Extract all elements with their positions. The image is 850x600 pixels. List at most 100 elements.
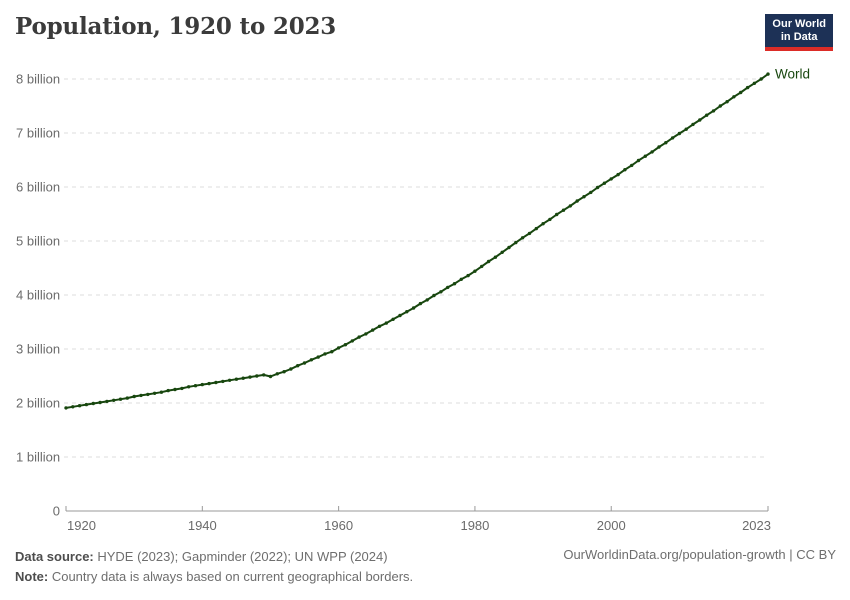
data-point-marker	[241, 376, 245, 380]
data-point-marker	[446, 285, 450, 290]
data-point-marker	[759, 77, 763, 81]
data-point-marker	[636, 158, 641, 163]
data-point-marker	[473, 269, 477, 273]
footer-sources: Data source: HYDE (2023); Gapminder (202…	[15, 547, 413, 586]
data-point-marker	[193, 384, 198, 388]
data-point-marker	[718, 104, 722, 108]
data-point-marker	[732, 95, 736, 99]
data-point-marker	[398, 313, 402, 318]
data-point-marker	[77, 404, 82, 408]
data-point-marker	[316, 355, 320, 359]
data-point-marker	[520, 236, 525, 240]
data-point-marker	[187, 385, 191, 389]
data-point-marker	[650, 150, 654, 154]
data-point-marker	[364, 332, 368, 336]
data-point-marker	[534, 226, 538, 231]
data-point-marker	[657, 145, 661, 149]
data-point-marker	[98, 400, 102, 405]
data-point-marker	[411, 306, 416, 310]
data-point-marker	[323, 352, 327, 356]
data-point-marker	[630, 163, 634, 168]
y-axis-tick-label: 5 billion	[16, 234, 60, 249]
data-source-label: Data source:	[15, 549, 94, 564]
data-point-marker	[705, 113, 709, 117]
footer-link[interactable]: OurWorldinData.org/population-growth | C…	[563, 547, 836, 562]
data-point-marker	[595, 185, 600, 190]
data-point-marker	[548, 217, 552, 222]
data-point-marker	[234, 377, 239, 381]
data-point-marker	[493, 255, 498, 259]
data-point-marker	[275, 372, 279, 376]
data-point-marker	[262, 373, 266, 377]
data-point-marker	[146, 392, 150, 397]
y-axis-tick-label: 7 billion	[16, 126, 60, 141]
data-point-marker	[766, 72, 770, 76]
data-point-marker	[166, 388, 170, 393]
data-point-marker	[302, 361, 307, 365]
data-point-marker	[568, 204, 572, 208]
data-point-marker	[425, 298, 429, 302]
data-point-marker	[561, 208, 566, 212]
data-point-marker	[289, 367, 293, 371]
y-axis: 0 1 billion 2 billion 3 billion 4 billion 5 b…	[16, 72, 60, 519]
data-point-marker	[350, 339, 354, 343]
y-axis-tick-label: 4 billion	[16, 288, 60, 303]
data-point-marker	[507, 245, 511, 250]
x-axis-tick-label: 1940	[188, 518, 217, 533]
data-point-marker	[255, 374, 259, 378]
data-point-marker	[418, 301, 423, 306]
series-label-world[interactable]: World	[775, 67, 810, 82]
x-axis-tick-label: 1980	[460, 518, 489, 533]
data-point-marker	[71, 405, 75, 409]
data-point-marker	[384, 321, 388, 325]
y-axis-tick-label: 0	[53, 504, 60, 519]
data-point-marker	[357, 335, 361, 339]
data-point-marker	[500, 250, 504, 254]
data-point-marker	[643, 154, 647, 158]
data-point-marker	[466, 273, 470, 278]
data-point-marker	[371, 328, 375, 332]
y-axis-tick-label: 6 billion	[16, 180, 60, 195]
data-source-text: HYDE (2023); Gapminder (2022); UN WPP (2…	[93, 549, 388, 564]
data-point-marker	[282, 370, 286, 374]
data-point-marker	[207, 381, 211, 386]
data-point-marker	[125, 396, 129, 400]
data-point-marker	[698, 118, 702, 122]
data-point-marker	[664, 141, 668, 145]
data-point-marker	[309, 358, 314, 362]
data-point-marker	[459, 277, 463, 281]
data-point-marker	[139, 393, 143, 398]
x-axis-tick-label: 1960	[324, 518, 353, 533]
data-point-marker	[227, 378, 232, 382]
data-point-marker	[112, 398, 116, 402]
data-point-marker	[677, 131, 682, 136]
data-point-marker	[132, 394, 136, 399]
owid-logo[interactable]: Our World in Data	[765, 14, 833, 51]
data-point-marker	[439, 290, 443, 294]
data-point-marker	[405, 310, 409, 314]
data-point-marker	[589, 190, 593, 195]
owid-logo-line1: Our World	[772, 18, 826, 30]
data-point-marker	[684, 127, 688, 131]
data-point-marker	[725, 100, 729, 104]
data-point-marker	[602, 181, 607, 185]
data-point-marker	[214, 380, 218, 385]
data-point-marker	[180, 386, 184, 391]
series-world[interactable]: World	[64, 67, 810, 410]
x-axis-tick-label: 2023	[742, 518, 771, 533]
data-point-marker	[64, 406, 68, 410]
data-point-marker	[391, 317, 395, 321]
data-point-marker	[159, 390, 164, 394]
y-axis-tick-label: 1 billion	[16, 450, 60, 465]
y-axis-tick-label: 8 billion	[16, 72, 60, 87]
data-source-line: Data source: HYDE (2023); Gapminder (202…	[15, 547, 413, 567]
note-label: Note:	[15, 568, 49, 584]
data-point-marker	[152, 391, 157, 395]
data-point-marker	[84, 402, 89, 407]
data-point-marker	[330, 350, 334, 354]
x-axis-tick-label: 2000	[597, 518, 626, 533]
data-point-marker	[336, 346, 341, 350]
data-point-marker	[711, 109, 716, 113]
data-point-marker	[486, 259, 491, 264]
